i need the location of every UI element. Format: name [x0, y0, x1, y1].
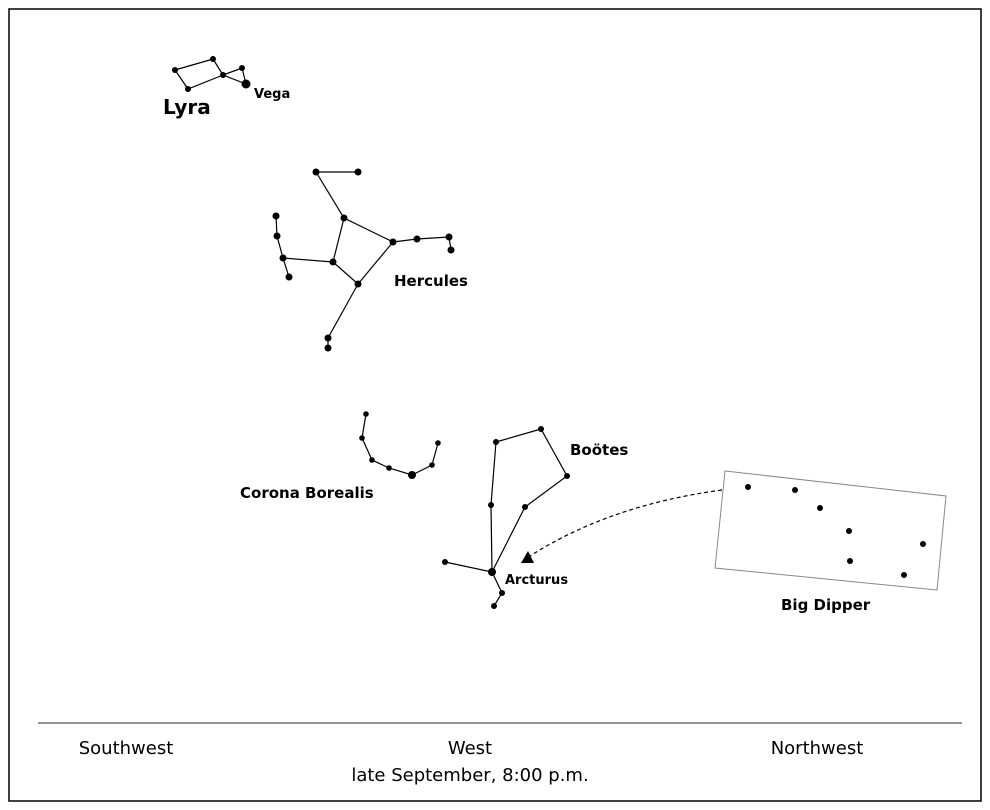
direction: West — [448, 738, 492, 759]
caption: late September, 8:00 p.m. — [351, 765, 588, 786]
direction: Southwest — [79, 738, 174, 759]
label: Vega — [254, 87, 290, 102]
label: Corona Borealis — [240, 484, 374, 502]
label: Arcturus — [505, 573, 568, 588]
label: Hercules — [394, 272, 468, 290]
direction: Northwest — [771, 738, 864, 759]
label: Big Dipper — [781, 596, 871, 614]
label: Boötes — [570, 441, 628, 459]
frame — [9, 9, 981, 801]
label: Lyra — [163, 95, 211, 119]
star-chart: Lyra Vega Hercules Corona Borealis Boöte… — [0, 0, 990, 810]
